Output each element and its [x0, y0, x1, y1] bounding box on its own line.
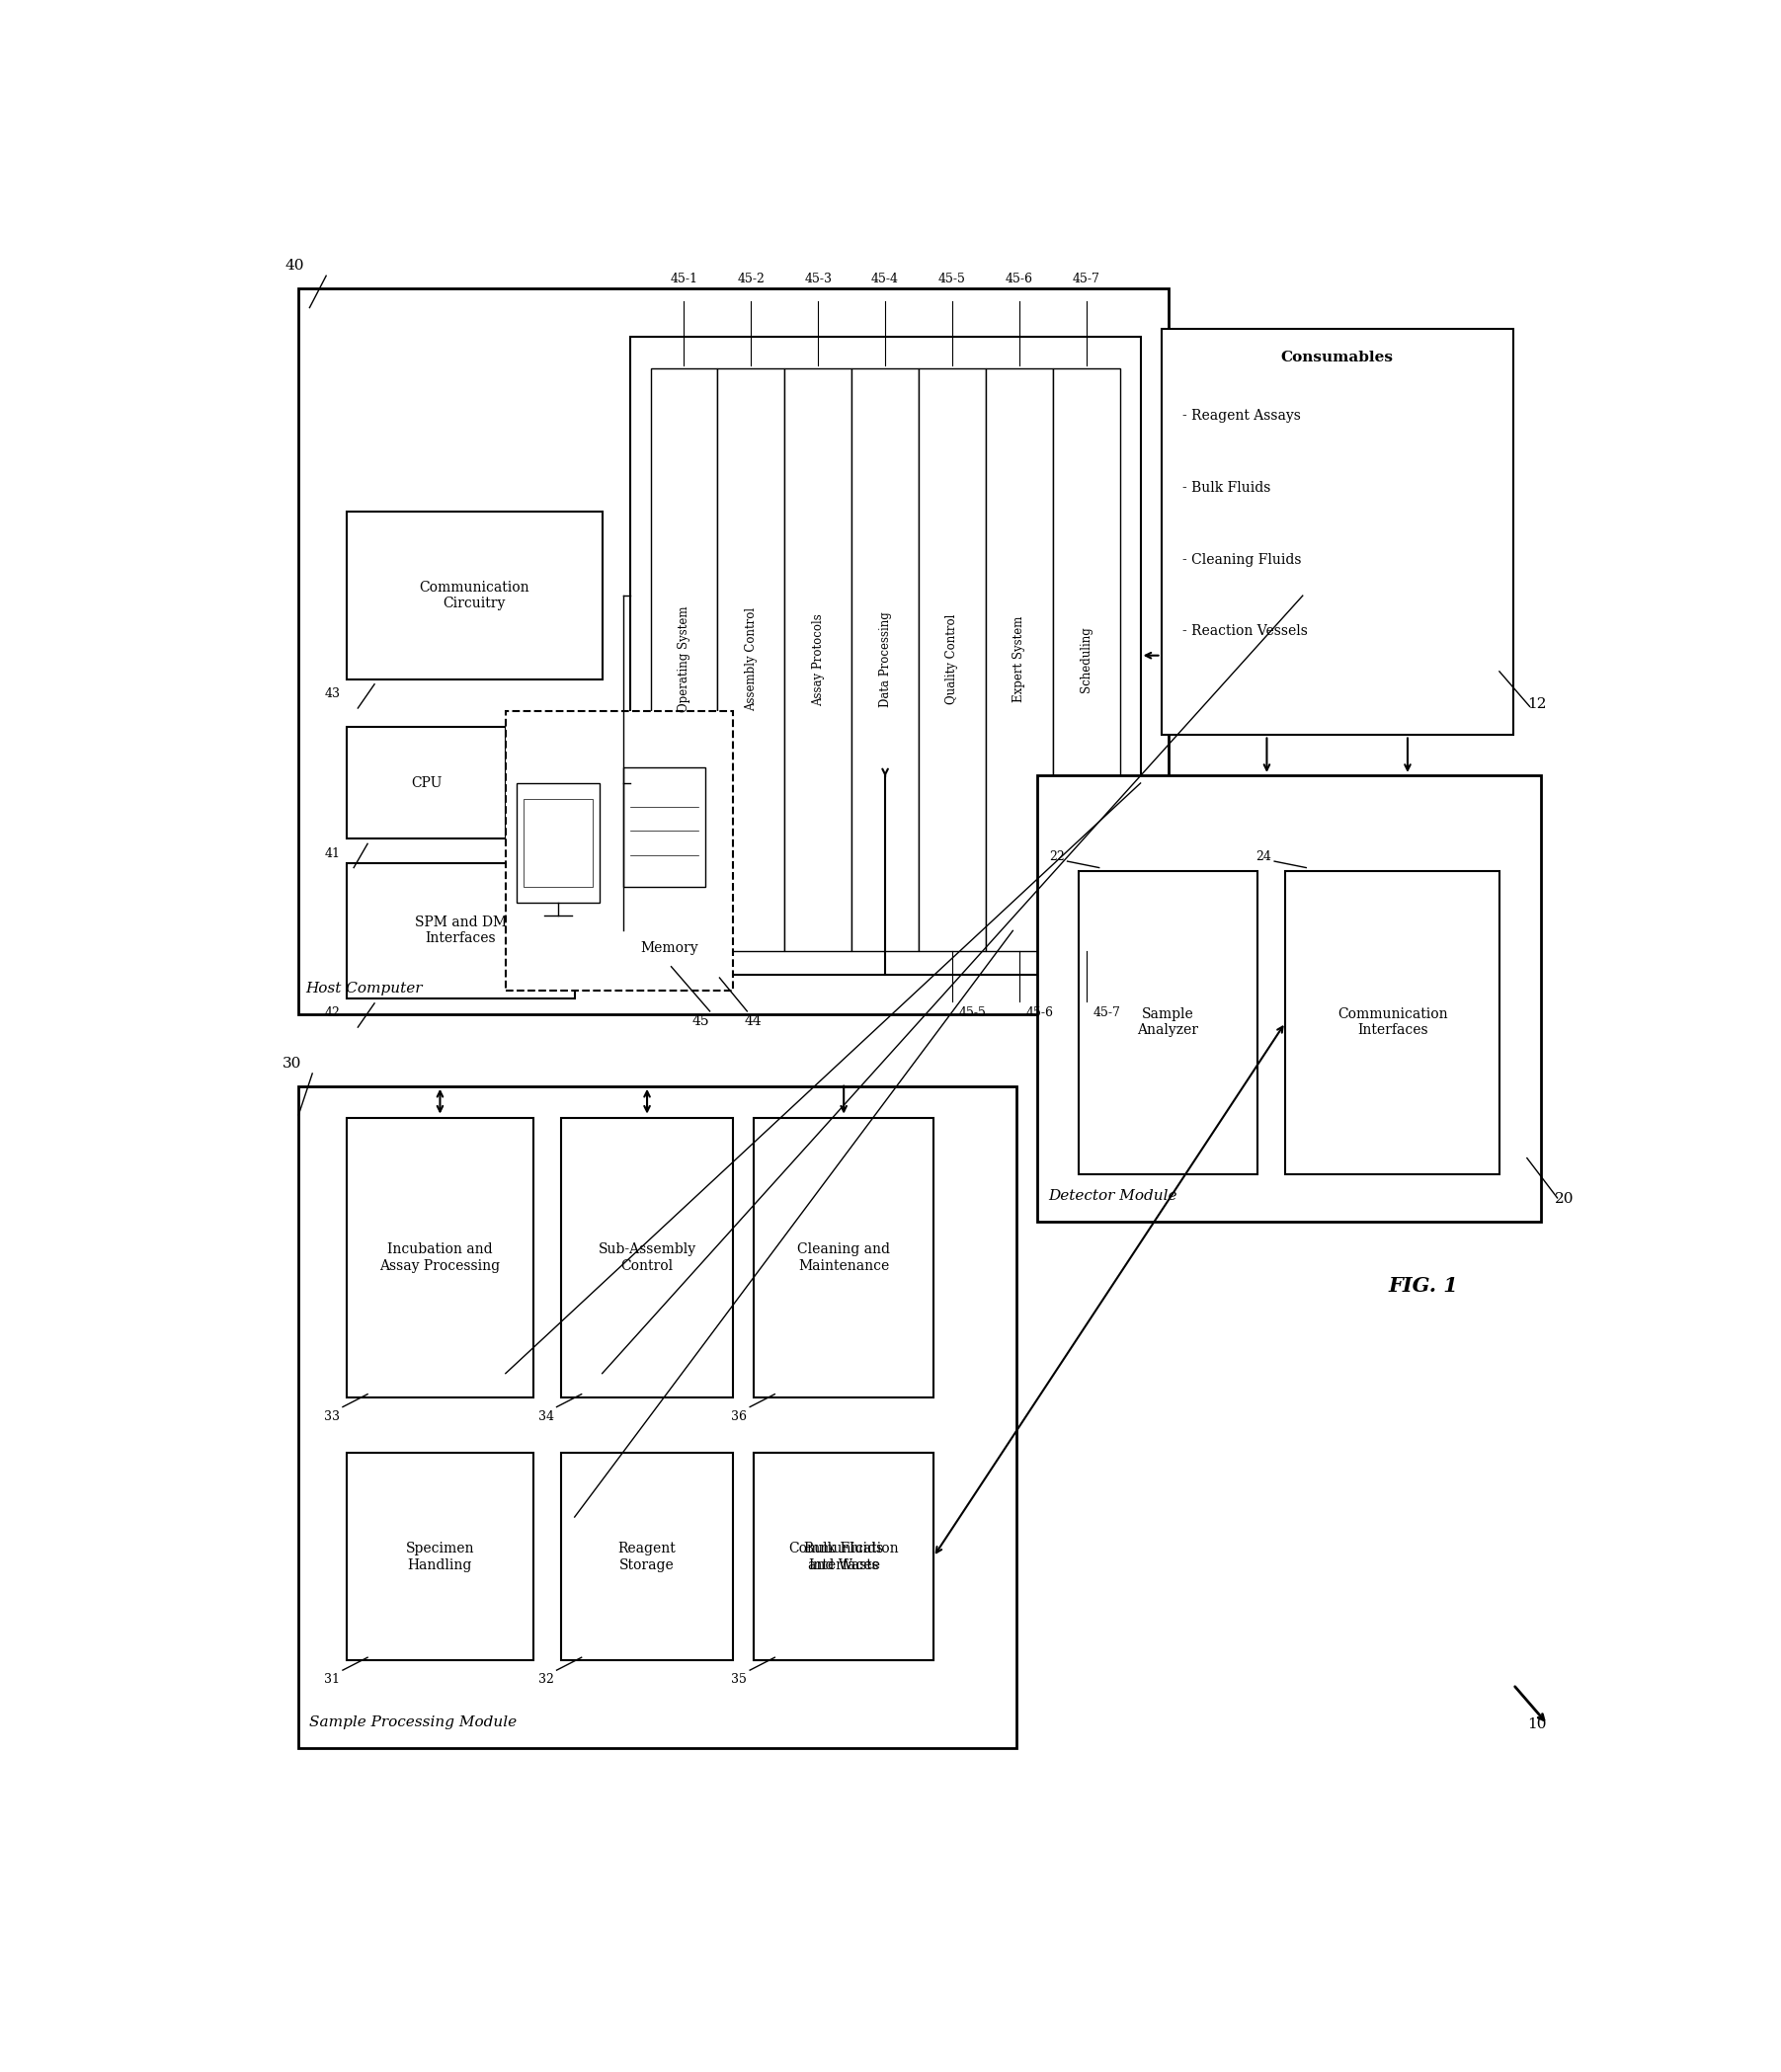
- Text: 45-4: 45-4: [871, 274, 899, 286]
- FancyBboxPatch shape: [753, 1452, 933, 1660]
- FancyBboxPatch shape: [785, 369, 851, 951]
- Text: - Reagent Assays: - Reagent Assays: [1183, 410, 1300, 423]
- Text: FIG. 1: FIG. 1: [1389, 1276, 1459, 1295]
- Text: Specimen
Handling: Specimen Handling: [406, 1542, 474, 1573]
- Text: Communication
Interfaces: Communication Interfaces: [789, 1542, 899, 1573]
- FancyBboxPatch shape: [516, 783, 600, 903]
- Text: 40: 40: [285, 259, 305, 274]
- FancyBboxPatch shape: [753, 1119, 933, 1397]
- Text: Sub-Assembly
Control: Sub-Assembly Control: [598, 1243, 696, 1272]
- FancyBboxPatch shape: [650, 369, 718, 951]
- Text: Data Processing: Data Processing: [878, 611, 892, 707]
- Text: Communication
Circuitry: Communication Circuitry: [419, 580, 529, 611]
- Text: 45-6: 45-6: [1026, 1007, 1054, 1019]
- FancyBboxPatch shape: [299, 288, 1168, 1015]
- FancyBboxPatch shape: [1053, 369, 1120, 951]
- Text: 45-7: 45-7: [1072, 274, 1101, 286]
- FancyBboxPatch shape: [718, 369, 785, 951]
- FancyBboxPatch shape: [347, 727, 506, 839]
- FancyBboxPatch shape: [1037, 775, 1541, 1222]
- Text: Sample Processing Module: Sample Processing Module: [310, 1716, 516, 1730]
- FancyBboxPatch shape: [561, 1452, 734, 1660]
- FancyBboxPatch shape: [347, 862, 575, 999]
- Text: 45-2: 45-2: [737, 274, 764, 286]
- Text: 24: 24: [1256, 850, 1272, 862]
- Text: - Bulk Fluids: - Bulk Fluids: [1183, 481, 1270, 495]
- Text: 45-1: 45-1: [670, 274, 698, 286]
- Text: - Cleaning Fluids: - Cleaning Fluids: [1183, 553, 1300, 566]
- Text: Assembly Control: Assembly Control: [744, 607, 757, 711]
- Text: 45: 45: [693, 1015, 709, 1028]
- Text: Reagent
Storage: Reagent Storage: [618, 1542, 677, 1573]
- FancyBboxPatch shape: [347, 512, 602, 680]
- Text: 35: 35: [732, 1674, 748, 1687]
- Text: 45-5: 45-5: [960, 1007, 987, 1019]
- Text: Detector Module: Detector Module: [1047, 1189, 1177, 1202]
- Text: 42: 42: [324, 1007, 340, 1019]
- FancyBboxPatch shape: [1079, 870, 1257, 1175]
- Text: 22: 22: [1049, 850, 1065, 862]
- Text: Host Computer: Host Computer: [306, 982, 422, 995]
- Text: 45-6: 45-6: [1006, 274, 1033, 286]
- Text: 10: 10: [1526, 1718, 1546, 1732]
- Text: Sample
Analyzer: Sample Analyzer: [1138, 1007, 1199, 1038]
- Text: 34: 34: [538, 1411, 554, 1423]
- FancyBboxPatch shape: [524, 800, 593, 887]
- Text: - Reaction Vessels: - Reaction Vessels: [1183, 624, 1307, 638]
- Text: 44: 44: [744, 1015, 762, 1028]
- Text: 33: 33: [324, 1411, 340, 1423]
- FancyBboxPatch shape: [299, 1086, 1017, 1749]
- FancyBboxPatch shape: [1286, 870, 1500, 1175]
- Text: 45-3: 45-3: [805, 274, 832, 286]
- Text: Cleaning and
Maintenance: Cleaning and Maintenance: [798, 1243, 890, 1272]
- FancyBboxPatch shape: [561, 1119, 734, 1397]
- Text: 31: 31: [324, 1674, 340, 1687]
- Text: 43: 43: [324, 688, 340, 700]
- Text: 20: 20: [1555, 1191, 1574, 1206]
- Text: SPM and DM
Interfaces: SPM and DM Interfaces: [415, 916, 508, 945]
- Text: Quality Control: Quality Control: [946, 613, 958, 704]
- FancyBboxPatch shape: [851, 369, 919, 951]
- FancyBboxPatch shape: [347, 1452, 533, 1660]
- Text: 45-7: 45-7: [1094, 1007, 1120, 1019]
- Text: 45-5: 45-5: [939, 274, 965, 286]
- Text: 30: 30: [281, 1057, 301, 1071]
- FancyBboxPatch shape: [985, 369, 1053, 951]
- FancyBboxPatch shape: [623, 767, 705, 887]
- Text: Scheduling: Scheduling: [1079, 626, 1094, 692]
- Text: 36: 36: [732, 1411, 748, 1423]
- Text: Consumables: Consumables: [1281, 350, 1393, 365]
- Text: Expert System: Expert System: [1013, 615, 1026, 702]
- FancyBboxPatch shape: [630, 336, 1140, 974]
- FancyBboxPatch shape: [347, 1119, 533, 1397]
- Text: 41: 41: [324, 847, 340, 860]
- Text: Memory: Memory: [641, 941, 698, 955]
- FancyBboxPatch shape: [753, 1452, 933, 1660]
- Text: CPU: CPU: [411, 777, 442, 789]
- Text: Incubation and
Assay Processing: Incubation and Assay Processing: [379, 1243, 500, 1272]
- Text: Bulk Fluids
and Waste: Bulk Fluids and Waste: [803, 1542, 883, 1573]
- Text: 32: 32: [538, 1674, 554, 1687]
- FancyBboxPatch shape: [919, 369, 985, 951]
- Text: 12: 12: [1526, 698, 1546, 711]
- FancyBboxPatch shape: [1161, 329, 1514, 736]
- FancyBboxPatch shape: [506, 711, 734, 990]
- Text: Operating System: Operating System: [677, 607, 691, 713]
- Text: Communication
Interfaces: Communication Interfaces: [1338, 1007, 1448, 1038]
- Text: Assay Protocols: Assay Protocols: [812, 613, 825, 707]
